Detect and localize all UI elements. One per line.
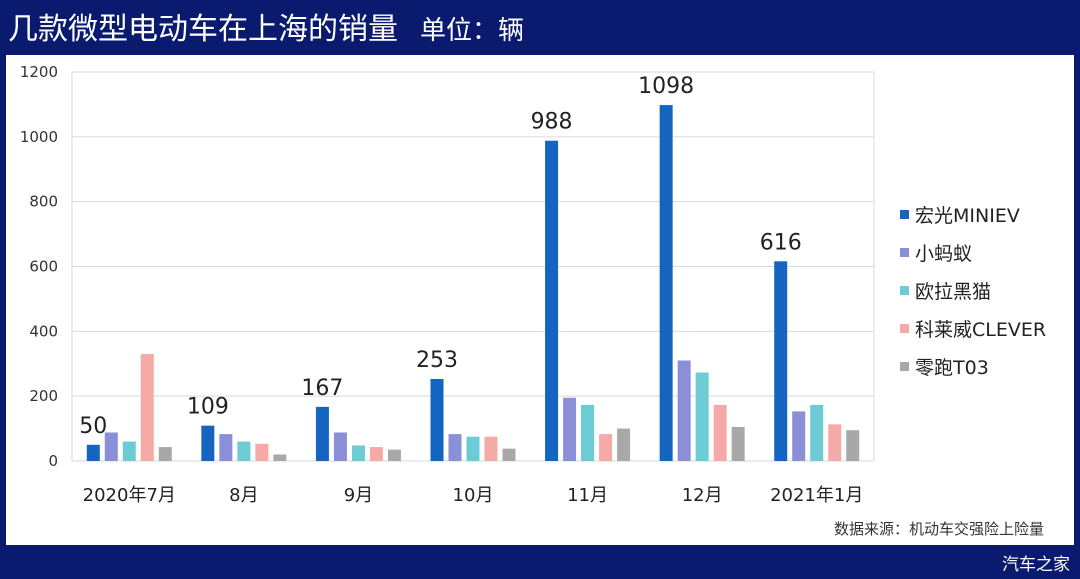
bar	[219, 434, 233, 461]
x-tick-label: 2020年7月	[83, 485, 176, 506]
bar	[563, 397, 577, 461]
bar	[86, 444, 100, 461]
bar	[828, 424, 842, 461]
bar	[810, 404, 824, 461]
bar	[466, 436, 480, 461]
legend-label: 零跑T03	[915, 356, 989, 379]
x-tick-label: 9月	[344, 485, 373, 506]
legend-item: 欧拉黑猫	[900, 275, 1046, 305]
data-label: 50	[79, 414, 107, 439]
legend-label: 宏光MINIEV	[915, 204, 1020, 227]
data-label: 1098	[638, 74, 694, 99]
unit-text: 单位：辆	[420, 16, 525, 46]
bar	[731, 426, 745, 461]
data-label: 167	[301, 376, 343, 401]
bar	[581, 404, 595, 461]
legend-swatch	[900, 285, 909, 295]
legend-swatch	[900, 247, 909, 257]
legend-item: 小蚂蚁	[900, 237, 1046, 267]
bar	[255, 443, 269, 461]
y-tick-label: 0	[48, 452, 58, 470]
y-tick-label: 1000	[20, 128, 58, 146]
bar	[237, 441, 251, 461]
bar	[484, 436, 498, 461]
bar	[140, 354, 154, 461]
bar	[774, 261, 788, 461]
y-tick-label: 200	[29, 387, 58, 405]
bar	[695, 372, 709, 461]
y-tick-label: 1200	[20, 63, 58, 81]
bar	[387, 449, 401, 461]
bar	[502, 448, 516, 461]
legend-item: 科莱威CLEVER	[900, 313, 1046, 343]
bar	[617, 428, 631, 461]
bar	[315, 406, 329, 461]
x-tick-label: 12月	[682, 485, 723, 506]
data-label: 988	[531, 110, 573, 135]
bar	[333, 432, 347, 461]
data-label: 616	[760, 230, 802, 255]
legend-label: 科莱威CLEVER	[915, 318, 1047, 341]
bar	[846, 430, 860, 461]
x-tick-label: 8月	[229, 485, 258, 506]
bar-chart: 0 200 400 600 800 1000 1200 50 2020年7月 109 8月 167 9月…	[20, 63, 875, 506]
bar	[201, 425, 215, 461]
bar	[122, 441, 136, 461]
legend-label: 小蚂蚁	[915, 242, 973, 265]
legend-swatch	[900, 361, 909, 371]
bar	[677, 360, 691, 461]
watermark-logo: 汽车之家	[1002, 555, 1070, 575]
chart-legend: 宏光MINIEV 小蚂蚁欧拉黑猫科莱威CLEVER 零跑T03	[900, 199, 1046, 381]
chart-panel: 0 200 400 600 800 1000 1200 50 2020年7月 109 8月 167 9月…	[6, 55, 1074, 545]
bar	[659, 105, 673, 461]
legend-item: 零跑T03	[900, 351, 1046, 381]
legend-swatch	[900, 323, 909, 333]
chart-title: 几款微型电动车在上海的销量 单位：辆	[8, 8, 524, 52]
bar	[448, 434, 462, 461]
legend-item: 宏光MINIEV	[900, 199, 1046, 229]
data-label: 109	[187, 395, 229, 420]
bar	[273, 454, 287, 461]
legend-label: 欧拉黑猫	[915, 280, 992, 303]
x-tick-label: 11月	[567, 485, 608, 506]
bar	[545, 140, 559, 461]
bar	[104, 432, 118, 461]
bar	[792, 411, 806, 461]
bar	[158, 447, 172, 461]
legend-swatch	[900, 209, 909, 219]
data-source-note: 数据来源：机动车交强险上险量	[833, 520, 1044, 538]
bar	[351, 445, 365, 461]
y-tick-label: 800	[29, 193, 58, 211]
bar	[430, 378, 444, 461]
title-text: 几款微型电动车在上海的销量	[8, 12, 398, 47]
bar	[599, 434, 613, 461]
y-tick-label: 600	[29, 258, 58, 276]
bar	[369, 447, 383, 461]
bar	[713, 404, 727, 461]
x-tick-label: 2021年1月	[770, 485, 863, 506]
data-label: 253	[416, 348, 458, 373]
y-tick-label: 400	[29, 322, 58, 340]
x-tick-label: 10月	[453, 485, 494, 506]
